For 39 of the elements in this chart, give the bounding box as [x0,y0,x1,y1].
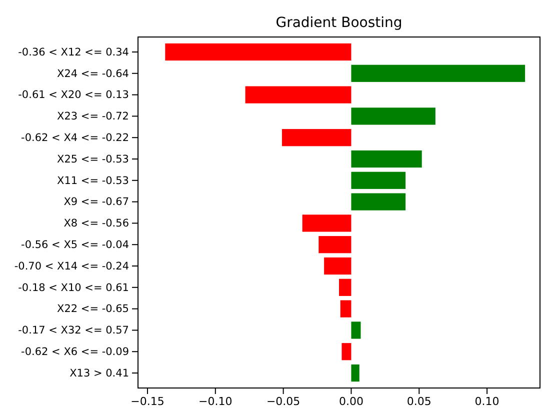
y-tick-label: X9 <= -0.67 [64,196,129,208]
y-tick-label: -0.56 < X5 <= -0.04 [21,238,130,251]
bar [324,257,352,275]
bar [245,86,352,104]
y-tick-label: -0.18 < X10 <= 0.61 [18,282,129,294]
y-tick-label: X8 <= -0.56 [64,218,130,230]
bar [302,214,352,232]
x-tick-label: 0.05 [406,394,432,408]
y-tick-label: X11 <= -0.53 [57,174,129,187]
bar [351,172,406,189]
y-tick-label: -0.70 < X14 <= -0.24 [14,260,130,272]
y-tick-label: X13 > 0.41 [70,367,129,380]
x-tick-label: −0.05 [266,394,300,408]
y-tick-label: -0.62 < X4 <= -0.22 [21,132,129,144]
x-tick-label: −0.10 [198,394,232,408]
bar [165,43,352,61]
x-tick-label: 0.10 [474,394,500,408]
x-tick-label: 0.00 [338,394,364,408]
bar [351,150,422,168]
y-tick-label: X23 <= -0.72 [57,110,129,123]
bar [339,278,352,296]
y-tick-label: -0.61 < X20 <= 0.13 [18,89,129,102]
bar [342,343,352,360]
bar [351,322,361,339]
y-tick-label: X22 <= -0.65 [57,303,129,316]
bar [340,300,352,318]
y-tick-label: -0.62 < X6 <= -0.09 [21,346,129,358]
bar [282,129,352,146]
bar [351,64,526,82]
y-tick-label: -0.17 < X32 <= 0.57 [18,324,129,337]
bar [351,108,436,125]
y-tick-label: X24 <= -0.64 [57,68,130,80]
x-tick-label: −0.15 [130,394,164,408]
bar [351,193,406,210]
chart-title: Gradient Boosting [276,15,402,31]
y-tick-label: X25 <= -0.53 [57,153,129,166]
y-tick-label: -0.36 < X12 <= 0.34 [18,46,130,58]
bar [351,364,360,382]
bar [318,236,352,254]
